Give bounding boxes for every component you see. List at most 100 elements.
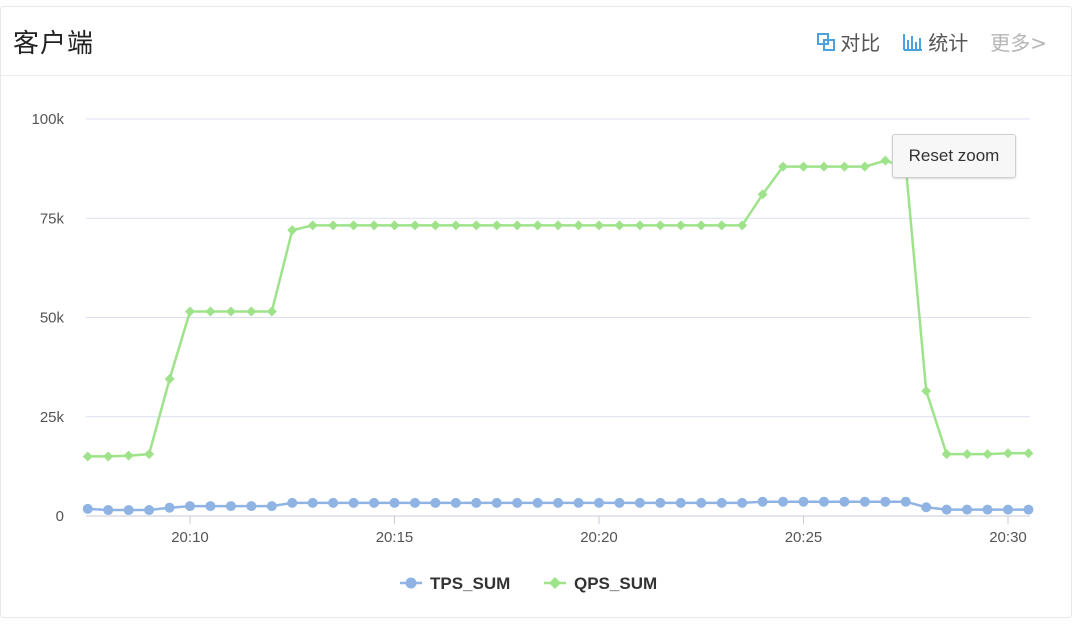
data-point[interactable] [594,220,604,231]
data-point[interactable] [696,220,707,231]
data-point[interactable] [778,496,789,507]
statistics-button[interactable]: 统计 [902,27,968,56]
data-point[interactable] [450,220,461,231]
data-point[interactable] [675,497,686,508]
data-point[interactable] [594,497,604,508]
data-point[interactable] [266,501,277,512]
data-point[interactable] [389,497,400,508]
legend-label: QPS_SUM [574,574,657,593]
data-point[interactable] [757,189,768,200]
data-point[interactable] [123,450,134,461]
data-point[interactable] [246,501,257,512]
data-point[interactable] [491,220,502,231]
data-point[interactable] [82,503,93,514]
data-point[interactable] [573,220,584,231]
data-point[interactable] [982,504,993,515]
data-point[interactable] [962,504,973,515]
data-point[interactable] [1003,504,1013,515]
data-point[interactable] [655,497,666,508]
data-point[interactable] [1023,504,1034,515]
legend-item-qps-sum[interactable]: QPS_SUM [544,574,657,593]
data-point[interactable] [941,449,952,460]
data-point[interactable] [818,496,829,507]
data-point[interactable] [164,374,175,385]
data-point[interactable] [798,496,809,507]
data-point[interactable] [491,497,502,508]
data-point[interactable] [859,496,870,507]
data-point[interactable] [512,497,523,508]
data-point[interactable] [982,449,993,460]
data-point[interactable] [532,220,543,231]
data-point[interactable] [1003,448,1013,459]
data-point[interactable] [103,451,114,462]
data-point[interactable] [328,220,339,231]
data-point[interactable] [389,220,400,231]
data-point[interactable] [348,220,359,231]
data-point[interactable] [144,505,155,516]
data-point[interactable] [430,220,441,231]
data-point[interactable] [328,497,339,508]
data-point[interactable] [430,497,441,508]
data-point[interactable] [409,497,420,508]
data-point[interactable] [164,502,175,513]
data-point[interactable] [818,161,829,172]
data-point[interactable] [553,220,564,231]
data-point[interactable] [82,451,93,462]
data-point[interactable] [471,497,482,508]
data-point[interactable] [962,449,973,460]
data-point[interactable] [103,505,114,516]
data-point[interactable] [778,161,789,172]
data-point[interactable] [839,161,850,172]
data-point[interactable] [450,497,461,508]
data-point[interactable] [634,220,645,231]
data-point[interactable] [716,497,727,508]
data-point[interactable] [839,496,850,507]
data-point[interactable] [409,220,420,231]
data-point[interactable] [880,155,891,166]
data-point[interactable] [716,220,727,231]
data-point[interactable] [573,497,584,508]
more-link[interactable]: 更多> [990,27,1047,56]
data-point[interactable] [471,220,482,231]
data-point[interactable] [941,504,952,515]
data-point[interactable] [675,220,686,231]
data-point[interactable] [205,501,216,512]
data-point[interactable] [614,220,625,231]
data-point[interactable] [532,497,543,508]
data-point[interactable] [266,306,277,317]
data-point[interactable] [287,497,298,508]
data-point[interactable] [859,161,870,172]
legend-item-tps-sum[interactable]: TPS_SUM [400,574,510,593]
data-point[interactable] [655,220,666,231]
compare-button[interactable]: 对比 [816,27,880,56]
data-point[interactable] [737,497,748,508]
data-point[interactable] [737,220,748,231]
data-point[interactable] [553,497,564,508]
data-point[interactable] [880,496,891,507]
data-point[interactable] [307,220,318,231]
data-point[interactable] [369,497,380,508]
data-point[interactable] [348,497,359,508]
data-point[interactable] [921,502,932,513]
data-point[interactable] [185,501,195,512]
data-point[interactable] [123,505,134,516]
data-point[interactable] [900,496,911,507]
data-point[interactable] [614,497,625,508]
data-point[interactable] [144,449,155,460]
data-point[interactable] [246,306,257,317]
data-point[interactable] [307,497,318,508]
data-point[interactable] [696,497,707,508]
reset-zoom-button[interactable]: Reset zoom [892,134,1016,178]
data-point[interactable] [921,385,932,396]
data-point[interactable] [757,496,768,507]
data-point[interactable] [287,225,298,236]
data-point[interactable] [798,161,809,172]
data-point[interactable] [225,501,236,512]
data-point[interactable] [1023,448,1034,459]
data-point[interactable] [634,497,645,508]
data-point[interactable] [225,306,236,317]
data-point[interactable] [205,306,216,317]
data-point[interactable] [369,220,380,231]
data-point[interactable] [512,220,523,231]
data-point[interactable] [185,306,195,317]
